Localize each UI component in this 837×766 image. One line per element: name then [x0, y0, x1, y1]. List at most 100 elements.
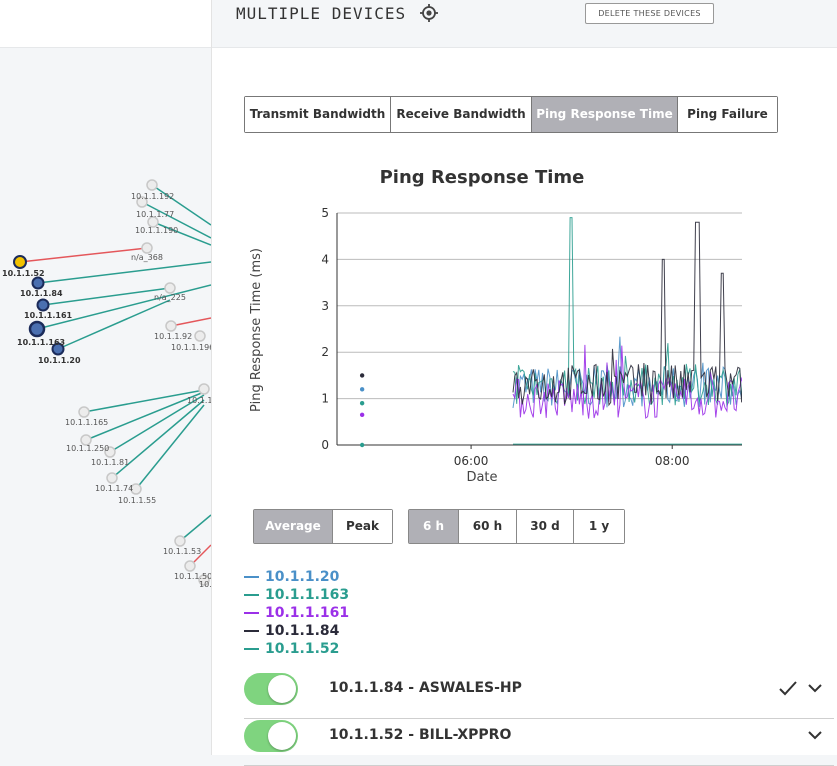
node-label: 10.1.1.50: [174, 572, 211, 581]
data-point: [359, 442, 365, 448]
device-node[interactable]: [194, 330, 206, 342]
device-node[interactable]: [36, 298, 50, 312]
device-node[interactable]: [136, 196, 148, 208]
topology-link: [179, 514, 211, 542]
y-tick-label: 3: [321, 299, 329, 313]
legend-item[interactable]: 10.1.1.84: [244, 622, 349, 640]
node-label: 10.1.1.81: [91, 458, 129, 467]
legend-item[interactable]: 10.1.1.20: [244, 568, 349, 586]
tab-ping-failure[interactable]: Ping Failure: [678, 97, 777, 132]
node-label: 10.1.1.20: [38, 356, 81, 365]
legend-label: 10.1.1.20: [265, 569, 340, 585]
topology-pane[interactable]: 10.1.1.192 10.1.1.77 10.1.1.190 n/a_368 10.1…: [0, 0, 211, 755]
x-axis-label: Date: [466, 470, 497, 485]
device-enable-toggle[interactable]: [244, 673, 298, 705]
series-10-1-1-84: [359, 221, 742, 407]
range-1y-button[interactable]: 1 y: [574, 510, 624, 543]
range-30d-button[interactable]: 30 d: [517, 510, 574, 543]
series-line: [512, 344, 742, 419]
device-node[interactable]: [141, 242, 153, 254]
chevron-down-icon[interactable]: [806, 726, 824, 744]
tab-transmit-bandwidth[interactable]: Transmit Bandwidth: [245, 97, 391, 132]
devices-panel: MULTIPLE DEVICES DELETE THESE DEVICES Tr…: [211, 0, 837, 766]
toggle-knob: [268, 675, 296, 703]
topology-link: [19, 247, 148, 263]
peak-button[interactable]: Peak: [333, 510, 392, 543]
node-label: 10.1.1.74: [95, 484, 133, 493]
metric-tabs: Transmit Bandwidth Receive Bandwidth Pin…: [244, 96, 778, 133]
y-tick-label: 4: [321, 252, 329, 266]
data-point: [359, 412, 365, 418]
node-label: 10.1.1.53: [163, 547, 201, 556]
range-6h-button[interactable]: 6 h: [409, 510, 459, 543]
topology-link: [111, 399, 205, 479]
device-node[interactable]: [51, 342, 65, 356]
device-node[interactable]: [80, 434, 92, 446]
topology-map[interactable]: 10.1.1.19210.1.1.7710.1.1.190n/a_36810.1…: [0, 0, 211, 755]
legend-item[interactable]: 10.1.1.52: [244, 640, 349, 658]
crosshair-icon[interactable]: [419, 3, 439, 23]
device-node[interactable]: [31, 276, 45, 290]
device-node[interactable]: [164, 282, 176, 294]
y-tick-label: 2: [321, 345, 329, 359]
node-label: 10.1.1.77: [136, 210, 174, 219]
device-node[interactable]: [78, 406, 90, 418]
delete-devices-button[interactable]: DELETE THESE DEVICES: [585, 3, 714, 24]
range-60h-button[interactable]: 60 h: [459, 510, 517, 543]
node-label: 10.1.1.196: [171, 343, 211, 352]
chart-legend: 10.1.1.20 10.1.1.163 10.1.1.161 10.1.1.8…: [244, 568, 349, 658]
series-10-1-1-163: [359, 217, 742, 408]
y-tick-label: 5: [321, 206, 329, 220]
node-label: 10.1.1.190: [135, 226, 178, 235]
device-node[interactable]: [198, 383, 210, 395]
device-node[interactable]: [28, 320, 46, 338]
legend-swatch: [244, 594, 259, 596]
y-axis-label: Ping Response Time (ms): [249, 248, 264, 412]
legend-label: 10.1.1.52: [265, 641, 340, 657]
x-tick-label: 06:00: [454, 454, 489, 468]
series-10-1-1-161: [359, 344, 742, 419]
legend-swatch: [244, 576, 259, 578]
tab-ping-response-time[interactable]: Ping Response Time: [532, 97, 678, 132]
device-node[interactable]: [130, 483, 142, 495]
topology-link: [109, 394, 205, 453]
legend-item[interactable]: 10.1.1.161: [244, 604, 349, 622]
device-node[interactable]: [146, 179, 158, 191]
node-label: 10.1.1.92: [154, 332, 192, 341]
device-node[interactable]: [13, 255, 27, 269]
legend-swatch: [244, 612, 259, 614]
node-label: 10.1.1.84: [20, 289, 63, 298]
series-line: [512, 336, 742, 408]
tab-receive-bandwidth[interactable]: Receive Bandwidth: [391, 97, 532, 132]
node-label: 10.1.1: [187, 396, 211, 405]
checkmark-icon: [779, 681, 797, 696]
device-node[interactable]: [165, 320, 177, 332]
device-node[interactable]: [174, 535, 186, 547]
legend-label: 10.1.1.84: [265, 623, 340, 639]
series-line: [512, 221, 742, 407]
device-node[interactable]: [184, 560, 196, 572]
legend-item[interactable]: 10.1.1.163: [244, 586, 349, 604]
legend-label: 10.1.1.161: [265, 605, 350, 621]
device-enable-toggle[interactable]: [244, 720, 298, 752]
panel-title: MULTIPLE DEVICES: [236, 4, 407, 23]
series-10-1-1-20: [359, 336, 742, 408]
average-button[interactable]: Average: [254, 510, 333, 543]
device-node[interactable]: [104, 446, 116, 458]
device-row[interactable]: 10.1.1.52 - BILL-XPPRO: [244, 720, 834, 766]
topology-link: [141, 201, 211, 239]
device-node[interactable]: [106, 472, 118, 484]
topology-link: [83, 389, 205, 413]
device-row[interactable]: 10.1.1.84 - ASWALES-HP: [244, 673, 834, 719]
stat-toggle: Average Peak: [253, 509, 393, 544]
topology-link: [135, 404, 205, 490]
chart-title: Ping Response Time: [380, 167, 585, 188]
device-node[interactable]: [198, 574, 210, 586]
node-label: n/a_225: [154, 293, 186, 302]
chevron-down-icon[interactable]: [806, 679, 824, 697]
device-node[interactable]: [147, 216, 159, 228]
y-tick-label: 1: [321, 392, 329, 406]
device-name: 10.1.1.84 - ASWALES-HP: [329, 680, 522, 696]
node-label: 10.1.1.163: [17, 338, 65, 347]
